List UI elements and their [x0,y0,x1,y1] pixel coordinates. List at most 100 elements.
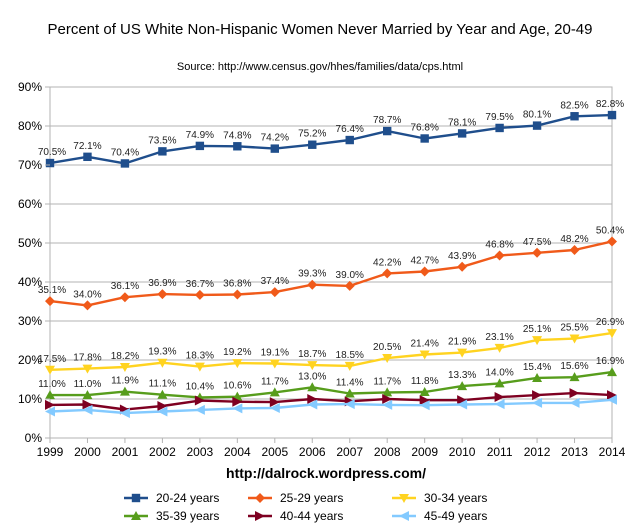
data-label: 26.9% [596,317,624,328]
data-point [457,395,468,406]
series-line [49,391,613,411]
data-point [308,140,317,149]
data-label: 36.9% [148,278,176,289]
data-point [307,279,318,290]
data-label: 42.2% [373,257,401,268]
data-label: 70.5% [38,147,66,158]
series-line [49,240,613,307]
x-tick-label: 2002 [149,445,176,459]
x-tick-label: 2013 [561,445,588,459]
data-point [45,158,55,168]
data-point [457,399,468,410]
chart-footer: http://dalrock.wordpress.com/ [226,465,426,481]
data-label: 76.4% [336,124,364,135]
data-label: 17.8% [73,353,101,364]
data-point [307,382,318,392]
data-point [344,399,355,410]
legend-marker [399,511,409,521]
data-label: 39.3% [298,269,326,280]
data-label: 34.0% [73,289,101,300]
legend-label: 40-44 years [280,509,343,523]
legend-marker [399,494,409,503]
legend-label: 30-34 years [424,491,487,505]
data-point [494,392,505,403]
data-point [382,268,393,279]
series-line [49,113,613,165]
data-label: 18.5% [336,350,364,361]
data-label: 11.1% [149,379,177,390]
data-label: 50.4% [596,225,624,236]
data-point [532,336,543,346]
data-label: 74.2% [261,133,289,144]
x-tick-label: 2011 [487,445,513,459]
legend-item: 25-29 years [248,491,343,505]
data-label: 13.3% [448,370,476,381]
data-label: 36.8% [223,278,251,289]
legend-marker [255,493,265,503]
data-point [607,394,617,405]
data-label: 11.0% [74,379,102,390]
data-label: 78.1% [448,117,476,128]
data-point [232,396,243,407]
legend-label: 20-24 years [156,491,219,505]
x-tick-label: 2010 [449,445,476,459]
data-label: 72.1% [73,141,101,152]
data-point [457,348,468,358]
data-point [569,245,580,256]
data-label: 11.4% [336,378,364,389]
data-point [569,388,580,399]
data-point [532,390,543,401]
data-label: 18.2% [111,351,139,362]
data-point [307,399,318,410]
data-point [270,144,279,153]
data-point [82,390,93,400]
data-label: 70.4% [111,147,139,158]
data-label: 18.7% [298,349,326,360]
data-point [157,406,168,417]
x-tick-label: 2014 [599,445,626,459]
y-tick-label: 70% [18,158,42,172]
data-label: 79.5% [485,112,513,123]
data-point [344,361,355,371]
data-label: 82.5% [560,100,588,111]
x-tick-label: 2003 [187,445,214,459]
data-point [569,397,580,408]
data-point [495,123,504,133]
x-tick-label: 2009 [411,445,438,459]
series-20-24-years [45,110,617,168]
data-label: 18.3% [186,351,214,362]
data-point [232,359,243,369]
data-label: 80.1% [523,110,551,121]
legend-marker [131,511,141,520]
data-label: 14.0% [485,367,513,378]
data-point [607,367,617,377]
data-point [383,126,392,136]
data-point [157,389,168,399]
data-point [83,152,92,162]
data-point [419,266,430,277]
data-label: 11.8% [411,376,439,387]
data-label: 43.9% [448,251,476,262]
data-label: 46.8% [485,239,513,250]
data-point [233,142,242,151]
x-tick-label: 1999 [37,445,64,459]
y-tick-label: 90% [18,80,42,94]
chart-title: Percent of US White Non-Hispanic Women N… [48,21,593,38]
data-label: 74.8% [223,130,251,141]
data-label: 10.6% [223,381,251,392]
legend-marker [131,493,141,503]
data-label: 73.5% [148,135,176,146]
data-label: 19.2% [223,347,251,358]
data-point [382,399,393,410]
data-point [232,289,243,300]
data-label: 48.2% [560,234,588,245]
data-point [269,402,280,413]
data-point [307,394,318,404]
data-label: 15.6% [560,361,588,372]
data-label: 10.4% [186,381,214,392]
x-tick-label: 2004 [224,445,251,459]
data-point [607,329,617,339]
legend: 20-24 years 25-29 years 30-34 years 35-39 y… [124,491,487,523]
